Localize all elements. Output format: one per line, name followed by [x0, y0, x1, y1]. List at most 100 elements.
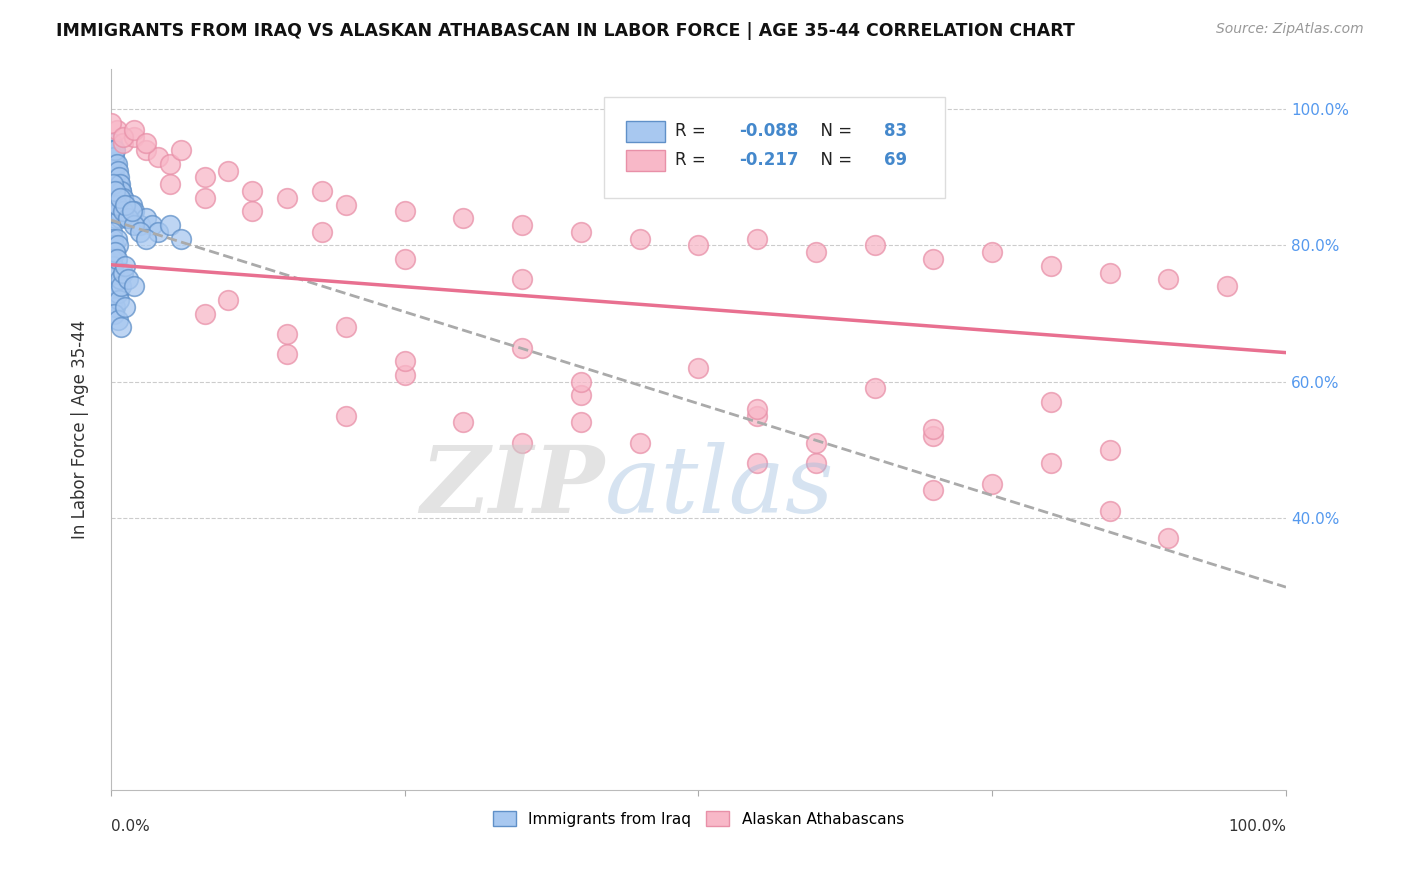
Point — [335, 197, 357, 211]
Point — [217, 163, 239, 178]
Point — [569, 388, 592, 402]
Point — [135, 143, 157, 157]
Point — [510, 218, 533, 232]
Point — [104, 211, 127, 226]
Point — [240, 204, 263, 219]
Point — [105, 191, 128, 205]
Point — [104, 157, 127, 171]
Point — [569, 375, 592, 389]
Point — [117, 211, 139, 226]
Point — [240, 184, 263, 198]
Point — [1039, 456, 1062, 470]
Text: 69: 69 — [884, 151, 907, 169]
Point — [804, 435, 827, 450]
Point — [103, 238, 125, 252]
Point — [105, 197, 128, 211]
Point — [108, 272, 131, 286]
Point — [159, 178, 181, 192]
Point — [108, 204, 131, 219]
Point — [101, 150, 124, 164]
Point — [105, 252, 128, 266]
Point — [276, 347, 298, 361]
Point — [276, 191, 298, 205]
Point — [101, 225, 124, 239]
Point — [108, 197, 131, 211]
Point — [107, 197, 129, 211]
Text: 100.0%: 100.0% — [1227, 819, 1286, 834]
Point — [107, 313, 129, 327]
Point — [121, 204, 143, 219]
Point — [108, 170, 131, 185]
Point — [745, 409, 768, 423]
Point — [135, 232, 157, 246]
Point — [1157, 531, 1180, 545]
Point — [922, 252, 945, 266]
Point — [101, 163, 124, 178]
Point — [194, 306, 217, 320]
Point — [101, 184, 124, 198]
Y-axis label: In Labor Force | Age 35-44: In Labor Force | Age 35-44 — [72, 319, 89, 539]
Point — [146, 150, 169, 164]
Point — [103, 170, 125, 185]
Point — [135, 211, 157, 226]
Text: ZIP: ZIP — [420, 442, 605, 532]
Text: -0.088: -0.088 — [740, 122, 799, 140]
Point — [108, 191, 131, 205]
FancyBboxPatch shape — [626, 150, 665, 171]
Point — [217, 293, 239, 307]
Point — [1039, 259, 1062, 273]
Point — [101, 136, 124, 151]
Point — [510, 435, 533, 450]
Point — [1098, 266, 1121, 280]
Point — [804, 456, 827, 470]
Point — [122, 218, 145, 232]
Point — [276, 326, 298, 341]
Point — [100, 116, 122, 130]
Point — [453, 416, 475, 430]
Point — [141, 218, 163, 232]
Point — [105, 184, 128, 198]
Point — [104, 170, 127, 185]
Text: R =: R = — [675, 151, 711, 169]
Point — [114, 204, 136, 219]
Point — [107, 238, 129, 252]
Point — [745, 456, 768, 470]
Point — [335, 409, 357, 423]
Point — [103, 306, 125, 320]
Text: 0.0%: 0.0% — [111, 819, 149, 834]
FancyBboxPatch shape — [626, 121, 665, 142]
Point — [103, 150, 125, 164]
Text: -0.217: -0.217 — [740, 151, 799, 169]
Point — [105, 232, 128, 246]
Point — [111, 136, 134, 151]
Point — [804, 245, 827, 260]
Point — [110, 184, 132, 198]
Point — [569, 225, 592, 239]
Point — [394, 252, 416, 266]
Point — [101, 178, 124, 192]
Point — [117, 211, 139, 226]
Point — [1157, 272, 1180, 286]
Point — [510, 272, 533, 286]
Point — [122, 204, 145, 219]
Point — [108, 178, 131, 192]
Point — [107, 286, 129, 301]
Point — [108, 293, 131, 307]
Point — [981, 245, 1004, 260]
Point — [110, 279, 132, 293]
Point — [111, 191, 134, 205]
Point — [111, 129, 134, 144]
Point — [111, 266, 134, 280]
Text: R =: R = — [675, 122, 711, 140]
Point — [103, 286, 125, 301]
Point — [1039, 395, 1062, 409]
Point — [100, 157, 122, 171]
Text: 83: 83 — [884, 122, 907, 140]
Point — [117, 272, 139, 286]
Point — [122, 129, 145, 144]
Point — [108, 178, 131, 192]
Point — [510, 341, 533, 355]
Point — [111, 204, 134, 219]
Point — [394, 368, 416, 382]
Point — [110, 320, 132, 334]
